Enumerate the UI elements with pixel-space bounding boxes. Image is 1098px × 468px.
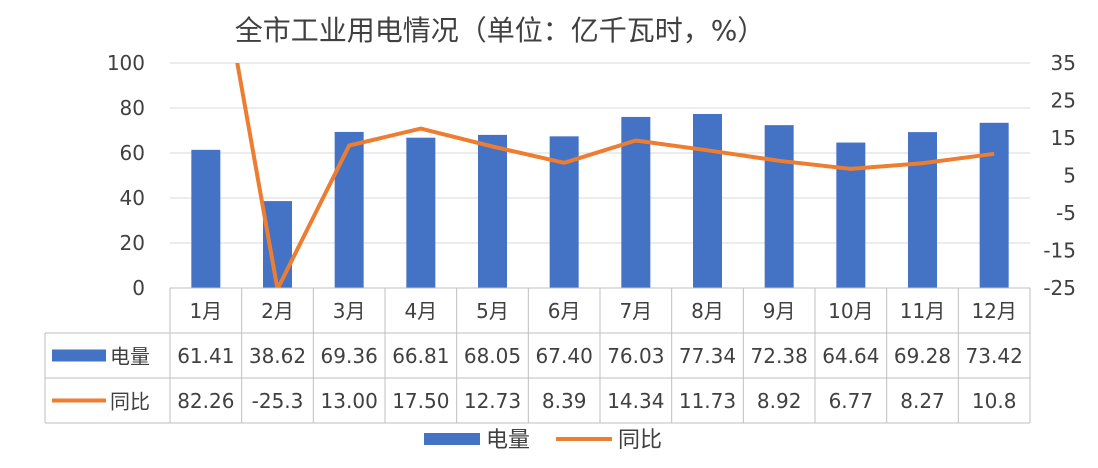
category-label: 8月 [691,299,724,323]
category-label: 10月 [828,299,873,323]
data-label: 38.62 [249,344,306,368]
right-axis-ticks: -25 -15 -5 5 15 25 35 [1043,51,1076,300]
category-label: 3月 [333,299,366,323]
category-label: 7月 [619,299,652,323]
left-tick-label: 0 [132,276,145,300]
legend-line-label: 同比 [618,428,662,453]
right-tick-label: 35 [1051,51,1076,75]
table-series-name: 电量 [110,345,150,369]
bar [764,125,794,289]
left-tick-label: 20 [120,231,145,255]
table-key-bar [52,349,106,362]
legend-bar-swatch [424,433,480,445]
left-axis-ticks: 0 20 40 60 80 100 [107,51,145,300]
category-label: 12月 [971,299,1016,323]
category-label: 4月 [404,299,437,323]
data-label: 69.28 [894,344,951,368]
line-series [235,63,995,288]
data-label: 67.40 [536,344,593,368]
category-label: 5月 [476,299,509,323]
data-label: 8.92 [757,389,802,413]
bar [693,113,722,288]
right-tick-label: -5 [1056,201,1076,225]
data-label: 14.34 [607,389,664,413]
data-label: 82.26 [177,389,234,413]
bar [979,122,1009,289]
legend-bar-label: 电量 [486,428,530,453]
left-tick-label: 40 [120,186,145,210]
data-label: 72.38 [751,344,808,368]
left-tick-label: 100 [107,51,145,75]
category-label: 11月 [900,299,945,323]
bar [334,131,364,288]
data-label: 69.36 [321,344,378,368]
bar [191,149,221,288]
chart-title: 全市工业用电情况（单位：亿千瓦时，%） [235,14,766,47]
right-tick-label: 15 [1051,126,1076,150]
left-tick-label: 80 [120,96,145,120]
data-label: 8.27 [900,389,945,413]
data-label: 61.41 [177,344,234,368]
data-label: 17.50 [392,389,449,413]
table-series-name: 同比 [110,390,150,414]
bar [263,201,292,288]
bar [478,134,507,288]
data-label: 6.77 [829,389,874,413]
left-tick-label: 60 [120,141,145,165]
data-table: 1月 2月 3月 4月 5月 6月 7月 8月 9月 10月 11月 12月 61.41 38.62 69.… [44,287,1031,424]
right-tick-label: -25 [1043,276,1076,300]
data-label: 11.73 [679,389,736,413]
data-label: 8.39 [542,389,587,413]
legend: 电量 同比 [424,428,662,453]
bar-series [191,113,1009,289]
data-label: 73.42 [966,344,1023,368]
category-label: 9月 [763,299,796,323]
category-label: 1月 [189,299,222,323]
right-tick-label: 25 [1051,89,1076,113]
data-label: 12.73 [464,389,521,413]
category-label: 2月 [261,299,294,323]
data-label: 64.64 [822,344,879,368]
data-label: 77.34 [679,344,736,368]
data-label: 68.05 [464,344,521,368]
right-tick-label: -15 [1043,239,1076,263]
category-label: 6月 [548,299,581,323]
series-line [235,63,995,288]
bar [908,132,937,288]
data-label: 66.81 [392,344,449,368]
right-tick-label: 5 [1063,164,1076,188]
bar [836,142,866,288]
data-label: 13.00 [321,389,378,413]
data-label: -25.3 [252,389,304,413]
data-label: 10.8 [972,389,1017,413]
bar [406,137,436,288]
data-label: 76.03 [607,344,664,368]
